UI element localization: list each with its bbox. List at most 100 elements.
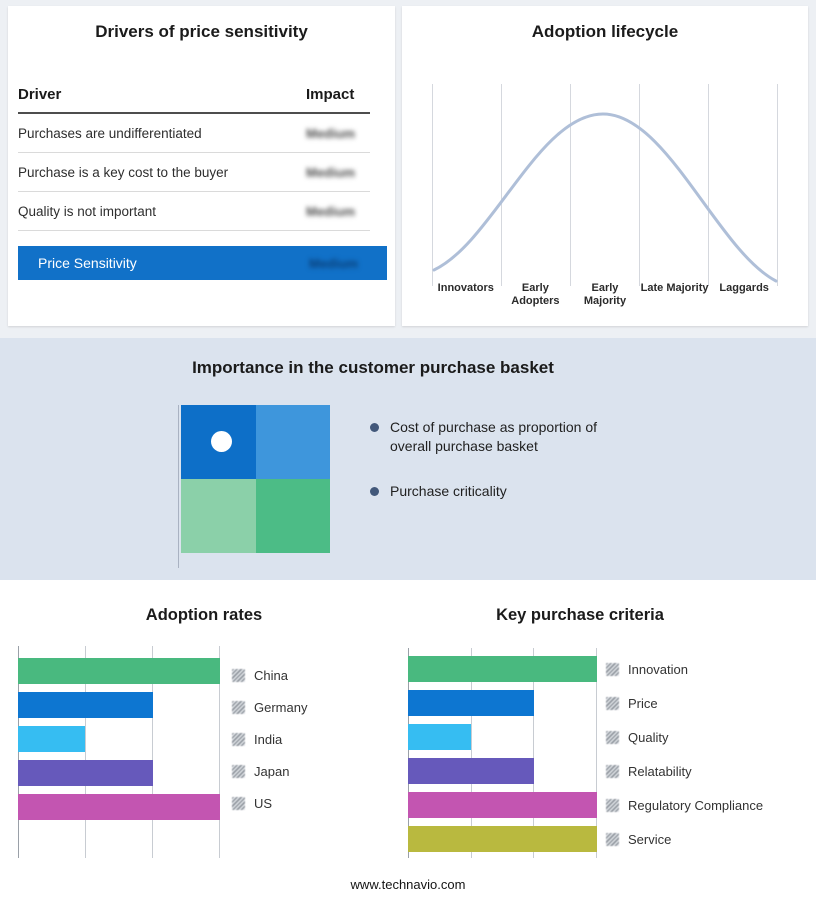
bar-regulatory-compliance [408,792,597,818]
legend-item-innovation: Innovation [606,656,763,682]
adoption-rates-legend: China Germany India Japan US [232,662,307,822]
legend-swatch-icon [232,732,245,746]
driver-label: Purchases are undifferentiated [18,126,202,141]
top-section: Drivers of price sensitivity Driver Impa… [0,0,816,338]
drivers-panel: Drivers of price sensitivity Driver Impa… [8,6,395,326]
price-sensitivity-impact-redacted: Medium [309,255,359,271]
bar-india [18,726,86,752]
key-purchase-criteria-title: Key purchase criteria [496,606,664,624]
bar-service [408,826,597,852]
adoption-rates-plot [18,646,220,858]
legend-label: India [254,731,283,747]
lifecycle-stage-labels: Innovators Early Adopters Early Majority La… [431,282,779,308]
legend-item-service: Service [606,826,763,852]
legend-item-regulatory-compliance: Regulatory Compliance [606,792,763,818]
quadrant-top-left [181,405,256,479]
bullet-icon [370,486,379,496]
adoption-rates-title: Adoption rates [145,606,263,624]
legend-label: China [254,667,288,683]
impact-value-redacted: Medium [306,165,356,180]
position-marker-dot [211,431,232,452]
purchase-basket-quadrant [178,405,330,568]
bar-germany [18,692,153,718]
legend-swatch-icon [606,764,619,778]
legend-swatch-icon [232,764,245,778]
legend-item-us: US [232,790,307,816]
bullet-text: Purchase criticality [390,482,507,499]
legend-label: Relatability [628,763,692,779]
legend-swatch-icon [606,662,619,676]
bar-relatability [408,758,534,784]
legend-swatch-icon [606,832,619,846]
legend-label: Japan [254,763,290,779]
legend-label: Regulatory Compliance [628,797,764,813]
drivers-table: Driver Impact Purchases are undifferenti… [18,86,370,231]
legend-swatch-icon [232,700,245,714]
column-header-impact: Impact [306,86,355,103]
bullet-text: Cost of purchase as proportion of overal… [390,419,598,455]
lifecycle-stage-laggards: Laggards [719,282,769,294]
legend-swatch-icon [606,730,619,744]
adoption-rates-chart: Adoption rates China Germany India Japan US [8,580,400,858]
impact-value-redacted: Medium [306,126,356,141]
legend-item-quality: Quality [606,724,763,750]
lifecycle-chart [432,84,778,286]
bar-us [18,794,220,820]
bar-price [408,690,534,716]
driver-label: Purchase is a key cost to the buyer [18,165,229,180]
lifecycle-title: Adoption lifecycle [531,22,679,41]
legend-label: US [254,795,273,811]
driver-row: Purchases are undifferentiated Medium [18,114,370,153]
bar-japan [18,760,153,786]
footer-url: www.technavio.com [350,877,466,892]
driver-row: Purchase is a key cost to the buyer Mediu… [18,153,370,192]
legend-swatch-icon [232,796,245,810]
bar-quality [408,724,471,750]
lifecycle-stage-early-adopters: Early Adopters [511,282,560,307]
legend-label: Service [628,831,672,847]
bell-curve [432,112,778,283]
driver-row: Quality is not important Medium [18,192,370,231]
bullet-icon [370,423,379,432]
bar-innovation [408,656,597,682]
key-purchase-criteria-legend: Innovation Price Quality Relatability Regula… [606,656,763,860]
legend-item-price: Price [606,690,763,716]
bar-china [18,658,220,684]
driver-label: Quality is not important [18,204,157,219]
legend-label: Price [628,695,658,711]
drivers-table-rows: Purchases are undifferentiated Medium Purc… [18,114,370,231]
bullet-item: Cost of purchase as proportion of overal… [370,418,622,457]
legend-item-relatability: Relatability [606,758,763,784]
quadrant-bottom-left [181,479,256,553]
quadrant-top-right [255,405,330,479]
legend-swatch-icon [606,696,619,710]
price-sensitivity-row: Price Sensitivity Medium [18,246,387,280]
legend-label: Innovation [628,661,688,677]
legend-label: Quality [628,729,669,745]
importance-bullets: Cost of purchase as proportion of overal… [370,418,622,526]
lifecycle-stage-late-majority: Late Majority [640,282,709,294]
column-header-driver: Driver [18,86,62,103]
legend-item-china: China [232,662,307,688]
price-sensitivity-label: Price Sensitivity [38,255,137,271]
legend-swatch-icon [232,668,245,682]
impact-value-redacted: Medium [306,204,356,219]
importance-section: Importance in the customer purchase bask… [0,338,816,580]
legend-item-japan: Japan [232,758,307,784]
charts-section: Adoption rates China Germany India Japan US … [0,580,816,902]
lifecycle-stage-innovators: Innovators [437,282,494,294]
bullet-item: Purchase criticality [370,482,622,501]
legend-swatch-icon [606,798,619,812]
legend-item-germany: Germany [232,694,307,720]
legend-item-india: India [232,726,307,752]
lifecycle-stage-early-majority: Early Majority [583,282,627,307]
adoption-lifecycle-panel: Adoption lifecycle Innovators Early Adopt… [402,6,808,326]
importance-title: Importance in the customer purchase bask… [192,358,554,377]
drivers-table-header: Driver Impact [18,86,370,114]
quadrant-bottom-right [255,479,330,553]
drivers-title: Drivers of price sensitivity [95,22,308,41]
key-purchase-criteria-plot [408,648,597,858]
legend-label: Germany [254,699,308,715]
key-purchase-criteria-chart: Key purchase criteria Innovation Price Qua… [392,580,792,858]
